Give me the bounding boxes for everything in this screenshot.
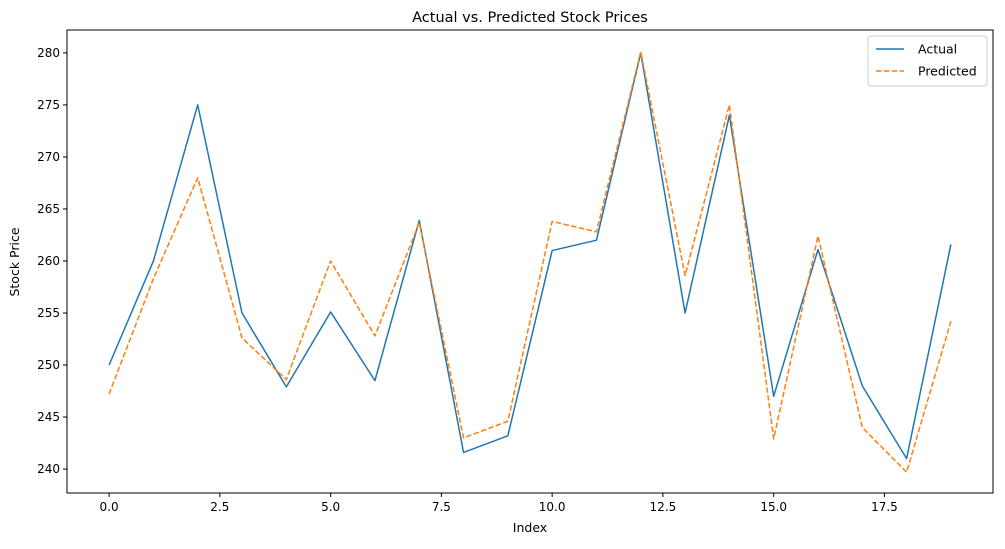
plot-frame (67, 30, 993, 493)
y-axis: 240 245 250 255 260 265 270 275 280 (37, 46, 67, 476)
legend: Actual Predicted (868, 36, 987, 86)
x-tick-label: 10.0 (539, 500, 566, 514)
y-tick-label: 275 (37, 98, 60, 112)
x-tick-label: 0.0 (100, 500, 119, 514)
x-tick-label: 17.5 (871, 500, 898, 514)
y-tick-label: 240 (37, 462, 60, 476)
legend-label-actual: Actual (918, 42, 957, 57)
x-tick-label: 7.5 (432, 500, 451, 514)
y-tick-label: 255 (37, 306, 60, 320)
x-tick-label: 5.0 (321, 500, 340, 514)
series-lines (109, 52, 951, 472)
series-line-actual (109, 53, 951, 459)
y-tick-label: 280 (37, 46, 60, 60)
legend-label-predicted: Predicted (918, 64, 977, 79)
chart-title: Actual vs. Predicted Stock Prices (412, 10, 648, 26)
y-tick-label: 260 (37, 254, 60, 268)
x-tick-label: 12.5 (650, 500, 677, 514)
y-tick-label: 265 (37, 202, 60, 216)
series-line-predicted (109, 52, 951, 472)
x-tick-label: 2.5 (210, 500, 229, 514)
x-axis: 0.0 2.5 5.0 7.5 10.0 12.5 15.0 17.5 (100, 493, 898, 514)
y-tick-label: 245 (37, 410, 60, 424)
x-tick-label: 15.0 (760, 500, 787, 514)
x-axis-label: Index (513, 520, 547, 535)
y-tick-label: 270 (37, 150, 60, 164)
y-axis-label: Stock Price (7, 227, 22, 296)
y-tick-label: 250 (37, 358, 60, 372)
